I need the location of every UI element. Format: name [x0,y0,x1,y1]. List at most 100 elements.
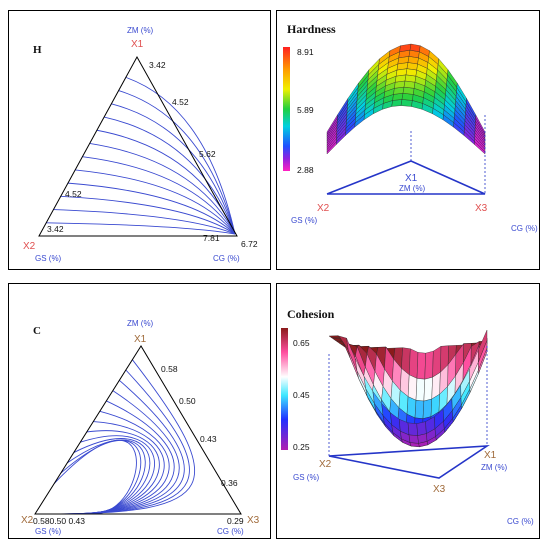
top-vertex-label: X1 [131,39,144,50]
contour-line [82,156,236,235]
surface-facet [423,376,433,402]
surface-facet [422,398,432,419]
base-top-axis: ZM (%) [399,184,426,193]
panel-label-c: C [33,325,41,337]
base-right-vertex: X1 [484,450,497,461]
surface-facet [416,352,426,380]
contour-line [67,410,170,515]
base-triangle [326,160,486,195]
contour-line [53,209,236,235]
contour-line [66,439,146,515]
contour-label-1: 3.42 [149,60,166,70]
left-vertex-label: X2 [23,241,36,252]
ternary-triangle [34,345,242,515]
contour-line [53,439,137,515]
surface-facet [408,434,419,444]
chart-title-cohesion: Cohesion [287,307,335,321]
surface-mesh [328,329,488,448]
cohesion-surface-plot: Cohesion 0.65 0.45 0.25 X2 GS (%) X3 X1 … [281,307,534,526]
surface-facet [478,329,488,363]
contour-label-3: 0.43 [200,434,217,444]
left-vertex-label: X2 [21,515,34,526]
contour-label-5: 3.42 [47,224,64,234]
contour-label-6: 7.81 [203,233,220,243]
surface-facet [416,421,427,436]
contour-line [67,182,236,235]
contour-label-1: 0.58 [161,364,178,374]
left-axis-label: GS (%) [35,254,62,263]
contour-line [52,369,190,515]
surface-facet [424,350,434,380]
base-bottom-vertex: X3 [433,484,446,495]
top-vertex-label: X1 [134,334,147,345]
contour-label-2: 0.50 [179,396,196,406]
surface-mesh [326,43,486,155]
contour-line [56,379,185,515]
bottom-contour-labels: 0.580.50 0.43 [33,516,85,526]
surface-facet [415,378,425,402]
contour-line [46,222,236,235]
colorbar-tick-mid: 5.89 [297,105,314,115]
contour-label-4: 4.52 [65,189,82,199]
surface-facet [400,99,413,107]
contour-line [48,359,196,515]
drop-lines [328,346,488,456]
contour-label-4: 0.36 [221,478,238,488]
ternary-triangle [38,55,238,237]
base-left-vertex: X2 [317,203,330,214]
contour-line [104,116,236,235]
colorbar-tick-min: 2.88 [297,165,314,175]
contour-line [60,439,142,515]
base-triangle [328,445,490,479]
hardness-contour-plot: H ZM (%) X1 X2 GS (%) CG (%) 3.42 4.52 5… [23,26,258,263]
right-axis-label: CG (%) [217,527,244,536]
hardness-contour-panel: H ZM (%) X1 X2 GS (%) CG (%) 3.42 4.52 5… [8,10,271,270]
base-right-vertex: X3 [475,203,488,214]
cohesion-contour-panel: C ZM (%) X1 X2 GS (%) X3 CG (%) 0.58 0.5… [8,283,271,539]
base-right-axis: CG (%) [511,224,538,233]
colorbar-tick-mid: 0.45 [293,390,310,400]
surface-facet [409,348,419,379]
left-axis-label: GS (%) [35,527,62,536]
contour-line [118,90,236,235]
contour-line [71,421,165,515]
contour-line [89,143,236,235]
contour-line [74,430,160,515]
contour-label-5: 0.29 [227,516,244,526]
contour-line [60,390,180,515]
contour-lines [46,76,236,235]
colorbar-tick-max: 8.91 [297,47,314,57]
top-axis-label: ZM (%) [127,319,154,328]
base-far-right-axis: CG (%) [507,517,534,526]
contour-line [111,103,236,235]
cohesion-contour-plot: C ZM (%) X1 X2 GS (%) X3 CG (%) 0.58 0.5… [21,319,260,536]
contour-line [78,435,155,515]
base-right-axis: ZM (%) [481,463,508,472]
contour-line [125,76,236,235]
hardness-surface-plot: Hardness 8.91 5.89 2.88 X1 ZM (%) X2 GS … [283,22,538,233]
surface-facet [407,374,418,401]
drop-lines [410,115,486,194]
surface-facet [414,400,425,419]
top-axis-label: ZM (%) [127,26,154,35]
base-left-vertex: X2 [319,459,332,470]
contour-line [73,438,151,515]
chart-title-hardness: Hardness [287,22,336,36]
contour-label-7: 6.72 [241,239,258,249]
colorbar-tick-max: 0.65 [293,338,310,348]
base-left-axis: GS (%) [291,216,318,225]
right-vertex-label: X3 [247,515,260,526]
base-top-vertex: X1 [405,173,418,184]
panel-label-h: H [33,44,42,56]
colorbar-tick-min: 0.25 [293,442,310,452]
contour-lines [48,359,196,515]
right-axis-label: CG (%) [213,254,240,263]
base-left-axis: GS (%) [293,473,320,482]
contour-line [75,169,236,235]
contour-label-2: 4.52 [172,97,189,107]
surface-facet [407,422,418,436]
contour-line [60,195,236,235]
contour-line [63,400,175,515]
hardness-surface-panel: Hardness 8.91 5.89 2.88 X1 ZM (%) X2 GS … [276,10,540,270]
colorbar [281,328,288,450]
